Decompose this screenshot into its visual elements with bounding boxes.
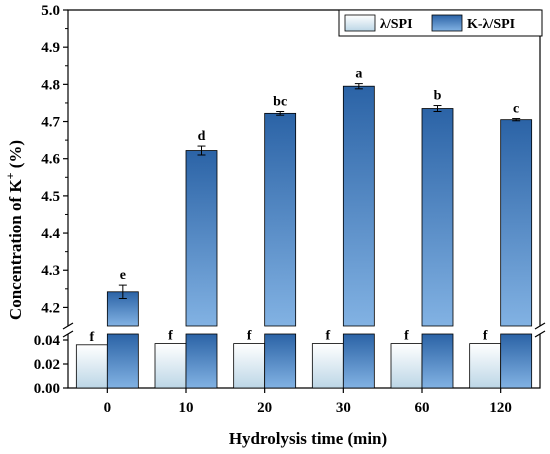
bar-k-lambda-spi-upper: [342, 85, 375, 327]
bar-k-lambda-spi-lower: [421, 333, 454, 389]
bar-k-lambda-spi-lower: [106, 333, 139, 389]
bar-k-lambda-spi-lower: [185, 333, 218, 389]
bar-lambda-spi: [75, 344, 108, 389]
x-tick-label: 20: [257, 400, 272, 416]
bar-k-lambda-spi-lower: [500, 333, 533, 389]
lower-panel-border: [67, 334, 541, 389]
bar-k-lambda-spi-lower: [264, 333, 297, 389]
x-tick-label: 10: [179, 400, 194, 416]
bar-lambda-spi: [469, 343, 502, 389]
y-tick-label-upper: 4.3: [41, 263, 60, 279]
y-tick-label-upper: 4.7: [41, 115, 60, 131]
significance-letter-k-lambda-spi: b: [434, 89, 442, 104]
significance-letter-k-lambda-spi: d: [198, 129, 206, 144]
legend-swatch-lambda-spi: [344, 14, 376, 32]
y-axis-title: Concentration of K+ (%): [3, 140, 25, 320]
y-tick-label-upper: 4.8: [41, 77, 60, 93]
legend-swatch-k-lambda-spi: [431, 14, 463, 32]
bar-k-lambda-spi-lower: [342, 333, 375, 389]
bar-k-lambda-spi-upper: [500, 119, 533, 327]
x-axis-title: Hydrolysis time (min): [229, 429, 387, 448]
legend-label-k-lambda-spi: K-λ/SPI: [467, 17, 515, 32]
y-tick-label-upper: 4.5: [41, 189, 60, 205]
legend: λ/SPI K-λ/SPI: [338, 9, 543, 37]
legend-label-lambda-spi: λ/SPI: [380, 17, 413, 32]
significance-letter-lambda-spi: f: [247, 329, 252, 344]
x-tick-label: 60: [415, 400, 430, 416]
y-axis-upper: 4.2 4.3 4.4 4.5 4.6 4.7 4.8 4.9 5.0: [41, 3, 68, 316]
y-axis-lower: 0.00 0.02 0.04: [34, 333, 68, 397]
y-tick-label-lower: 0.04: [34, 333, 61, 349]
axis-break-mark-right-top: [534, 322, 546, 330]
y-tick-label-upper: 4.9: [41, 40, 60, 56]
axis-break-mark-right-bottom: [534, 330, 546, 338]
significance-letter-k-lambda-spi: c: [513, 102, 519, 117]
y-tick-label-lower: 0.02: [34, 357, 60, 373]
bar-k-lambda-spi-upper: [421, 108, 454, 327]
bar-k-lambda-spi-upper: [185, 150, 218, 327]
x-tick-label: 0: [104, 400, 112, 416]
x-tick-label: 30: [336, 400, 351, 416]
significance-letter-lambda-spi: f: [483, 329, 488, 344]
significance-letter-lambda-spi: f: [404, 329, 409, 344]
significance-letter-lambda-spi: f: [168, 329, 173, 344]
significance-letter-k-lambda-spi: e: [120, 268, 126, 283]
y-axis-title-unit: (%): [6, 140, 25, 173]
bar-lambda-spi: [154, 343, 187, 389]
x-axis: 0 10 20 30 60 120: [104, 388, 512, 416]
bar-lambda-spi: [233, 343, 266, 389]
significance-letter-k-lambda-spi: bc: [273, 94, 287, 109]
significance-letter-k-lambda-spi: a: [355, 67, 362, 82]
axis-break-mark-left-top: [62, 322, 74, 330]
y-axis-title-superscript: +: [3, 172, 17, 179]
y-tick-label-lower: 0.00: [34, 381, 60, 397]
bar-lambda-spi: [311, 343, 344, 389]
y-tick-label-upper: 4.2: [41, 300, 60, 316]
significance-letter-lambda-spi: f: [325, 329, 330, 344]
y-tick-label-upper: 5.0: [41, 3, 60, 19]
y-tick-label-upper: 4.6: [41, 152, 60, 168]
y-tick-label-upper: 4.4: [41, 226, 60, 242]
axis-break-mark-left-bottom: [62, 330, 74, 338]
x-tick-label: 120: [489, 400, 512, 416]
plot-frame: [62, 9, 546, 389]
bar-lambda-spi: [390, 343, 423, 389]
bars-group: f e f d f bc f a f b f c: [75, 67, 533, 389]
significance-letter-lambda-spi: f: [89, 330, 94, 345]
bar-k-lambda-spi-upper: [264, 112, 297, 327]
upper-panel-border: [67, 9, 541, 326]
